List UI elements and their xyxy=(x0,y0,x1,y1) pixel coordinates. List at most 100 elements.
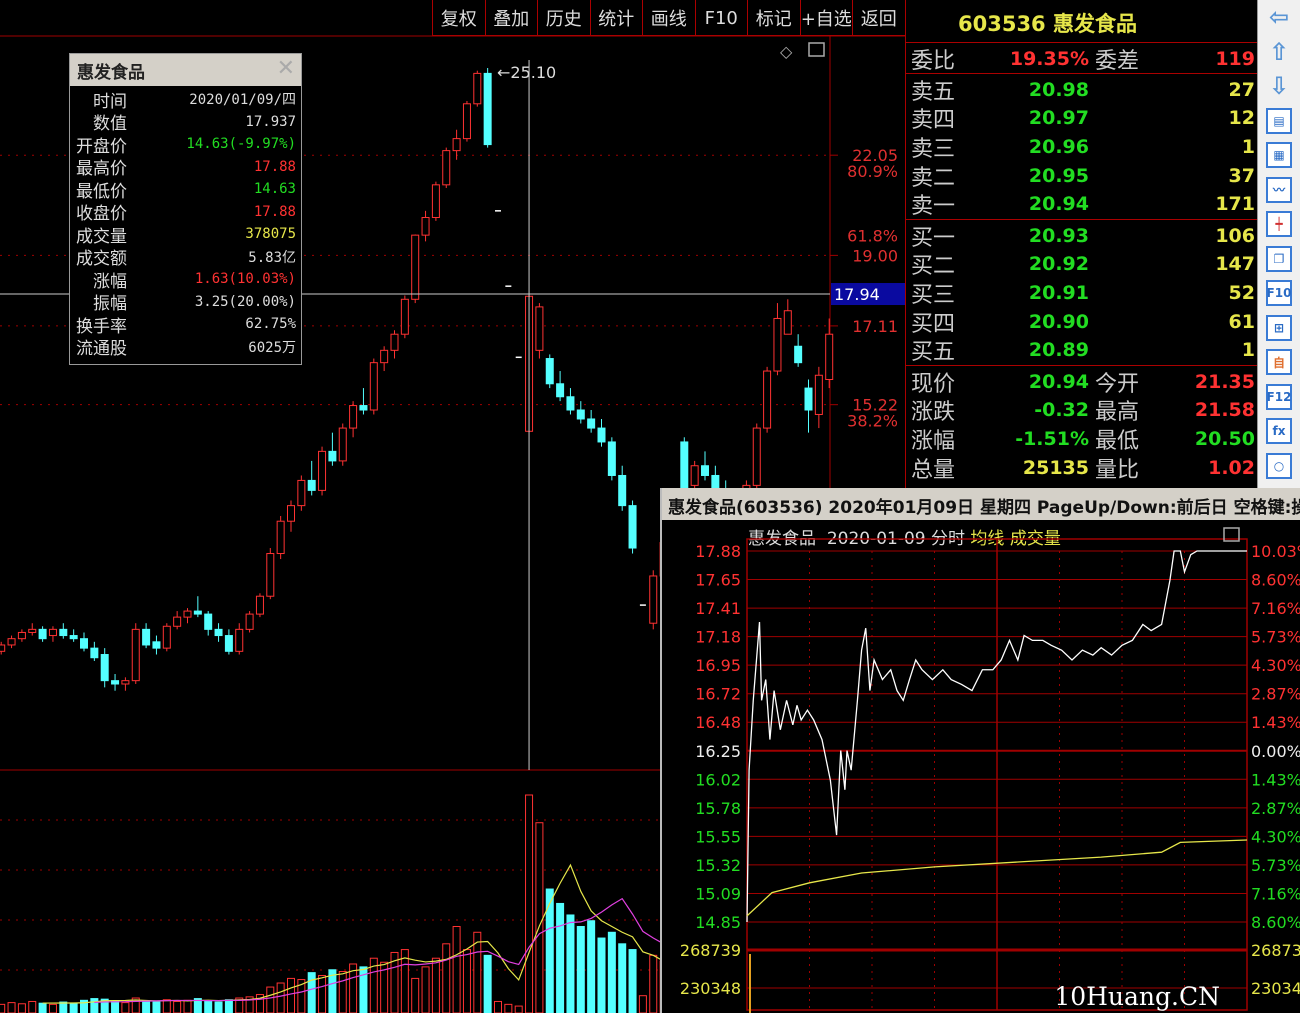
candle[interactable] xyxy=(814,366,823,429)
candle[interactable] xyxy=(473,70,482,107)
candle[interactable] xyxy=(607,437,616,481)
candle[interactable] xyxy=(131,623,140,684)
toolbar-button-6[interactable]: 标记 xyxy=(747,0,800,36)
candle[interactable] xyxy=(804,379,813,433)
toolbar-button-7[interactable]: +自选 xyxy=(799,0,853,36)
bid-row[interactable]: 买四 20.90 61 xyxy=(911,307,1255,337)
toolbar-button-4[interactable]: 画线 xyxy=(642,0,695,36)
line-chart-icon[interactable]: 〰 xyxy=(1266,176,1292,203)
bid-row[interactable]: 买三 20.91 52 xyxy=(911,278,1255,308)
candle[interactable] xyxy=(701,451,709,481)
candle[interactable] xyxy=(535,303,544,359)
candle[interactable] xyxy=(28,623,37,636)
candle[interactable] xyxy=(338,423,347,466)
candle[interactable] xyxy=(649,570,658,630)
toolbar-button-0[interactable]: 复权 xyxy=(432,0,485,36)
candle[interactable] xyxy=(90,641,99,661)
candle[interactable] xyxy=(380,346,389,372)
intraday-chart[interactable]: 17.88 10.03% 17.65 8.60% 17.41 7.16% 17.18 5.73… xyxy=(662,523,1300,1013)
panel-toggle-icon[interactable] xyxy=(808,42,825,57)
candle[interactable] xyxy=(224,629,233,655)
candle[interactable] xyxy=(411,234,420,304)
candle[interactable] xyxy=(628,500,637,554)
toolbar-button-5[interactable]: F10 xyxy=(694,0,748,36)
multi-window-icon[interactable]: ❐ xyxy=(1266,245,1292,272)
candle[interactable] xyxy=(214,623,223,642)
candle[interactable] xyxy=(152,635,161,655)
candle[interactable] xyxy=(752,423,761,491)
candle[interactable] xyxy=(297,475,306,511)
candle[interactable] xyxy=(0,641,6,655)
candle[interactable] xyxy=(59,623,68,639)
bid-row[interactable]: 买一 20.93 106 xyxy=(911,221,1255,251)
ask-row[interactable]: 卖四 20.97 12 xyxy=(911,104,1255,133)
arrow-up-icon[interactable]: ⇧ xyxy=(1268,37,1290,66)
candle[interactable] xyxy=(100,648,109,688)
candle[interactable] xyxy=(462,100,471,142)
formula-icon[interactable]: fx xyxy=(1266,418,1292,444)
tree-icon[interactable]: ⊞ xyxy=(1266,314,1292,341)
toolbar-button-1[interactable]: 叠加 xyxy=(484,0,538,36)
ask-row[interactable]: 卖二 20.95 37 xyxy=(911,161,1255,191)
candle[interactable] xyxy=(369,358,378,415)
candle[interactable] xyxy=(794,334,803,367)
candle[interactable] xyxy=(307,460,316,496)
panel-toggle-icon[interactable] xyxy=(1223,527,1240,542)
candle[interactable] xyxy=(142,623,151,649)
candle[interactable] xyxy=(359,388,368,415)
candle[interactable] xyxy=(121,677,130,691)
candle[interactable] xyxy=(245,611,254,633)
candle[interactable] xyxy=(587,410,596,433)
candle[interactable] xyxy=(597,418,606,447)
diamond-icon[interactable]: ◇ xyxy=(780,42,793,61)
candle[interactable] xyxy=(545,354,554,389)
candle[interactable] xyxy=(287,500,295,532)
bid-row[interactable]: 买五 20.89 1 xyxy=(911,336,1255,365)
notes-icon[interactable]: 自 xyxy=(1266,349,1292,375)
candle[interactable] xyxy=(7,635,16,649)
candle[interactable] xyxy=(111,674,120,691)
candle[interactable] xyxy=(318,446,327,496)
toolbar-button-8[interactable]: 返回 xyxy=(852,0,905,36)
close-icon[interactable]: ✕ xyxy=(276,56,295,81)
bid-row[interactable]: 买二 20.92 147 xyxy=(911,250,1255,279)
candle[interactable] xyxy=(69,629,78,642)
F10-icon[interactable]: F10 xyxy=(1266,280,1292,306)
candle[interactable] xyxy=(80,632,88,652)
F12-icon[interactable]: F12 xyxy=(1266,383,1292,410)
candle[interactable] xyxy=(255,593,264,618)
candle[interactable] xyxy=(452,129,461,160)
candle[interactable] xyxy=(235,623,244,655)
candle[interactable] xyxy=(183,608,192,624)
candle[interactable] xyxy=(162,623,171,652)
arrow-left-icon[interactable]: ⇦ xyxy=(1268,3,1290,31)
candle[interactable] xyxy=(442,147,451,189)
candle[interactable] xyxy=(173,611,182,630)
candle[interactable] xyxy=(556,371,565,402)
candle[interactable] xyxy=(17,629,26,642)
candle[interactable] xyxy=(349,401,358,438)
candlestick-icon[interactable]: ┿ xyxy=(1266,211,1292,237)
candle[interactable] xyxy=(483,68,492,148)
toolbar-button-3[interactable]: 统计 xyxy=(589,0,643,36)
candle[interactable] xyxy=(431,181,440,221)
popup-title-bar[interactable]: 惠发食品(603536) 2020年01月09日 星期四 PageUp/Down… xyxy=(662,488,1300,520)
candle[interactable] xyxy=(400,295,409,339)
quote-table-icon[interactable]: ▦ xyxy=(1266,142,1292,168)
ask-row[interactable]: 卖五 20.98 27 xyxy=(911,75,1255,105)
candle[interactable] xyxy=(566,388,575,415)
ask-row[interactable]: 卖三 20.96 1 xyxy=(911,132,1255,162)
candle[interactable] xyxy=(421,210,430,242)
candle[interactable] xyxy=(618,465,627,511)
candle[interactable] xyxy=(193,596,202,618)
candle[interactable] xyxy=(390,330,399,359)
ask-row[interactable]: 卖一 20.94 171 xyxy=(911,190,1255,219)
candle[interactable] xyxy=(328,432,337,466)
candle[interactable] xyxy=(825,318,834,389)
arrow-down-icon[interactable]: ⇩ xyxy=(1268,72,1290,100)
toolbar-button-2[interactable]: 历史 xyxy=(537,0,590,36)
candle[interactable] xyxy=(204,611,213,636)
circle-icon[interactable]: ○ xyxy=(1266,452,1292,479)
candle[interactable] xyxy=(276,515,285,560)
stock-list-icon[interactable]: ▤ xyxy=(1266,107,1292,134)
